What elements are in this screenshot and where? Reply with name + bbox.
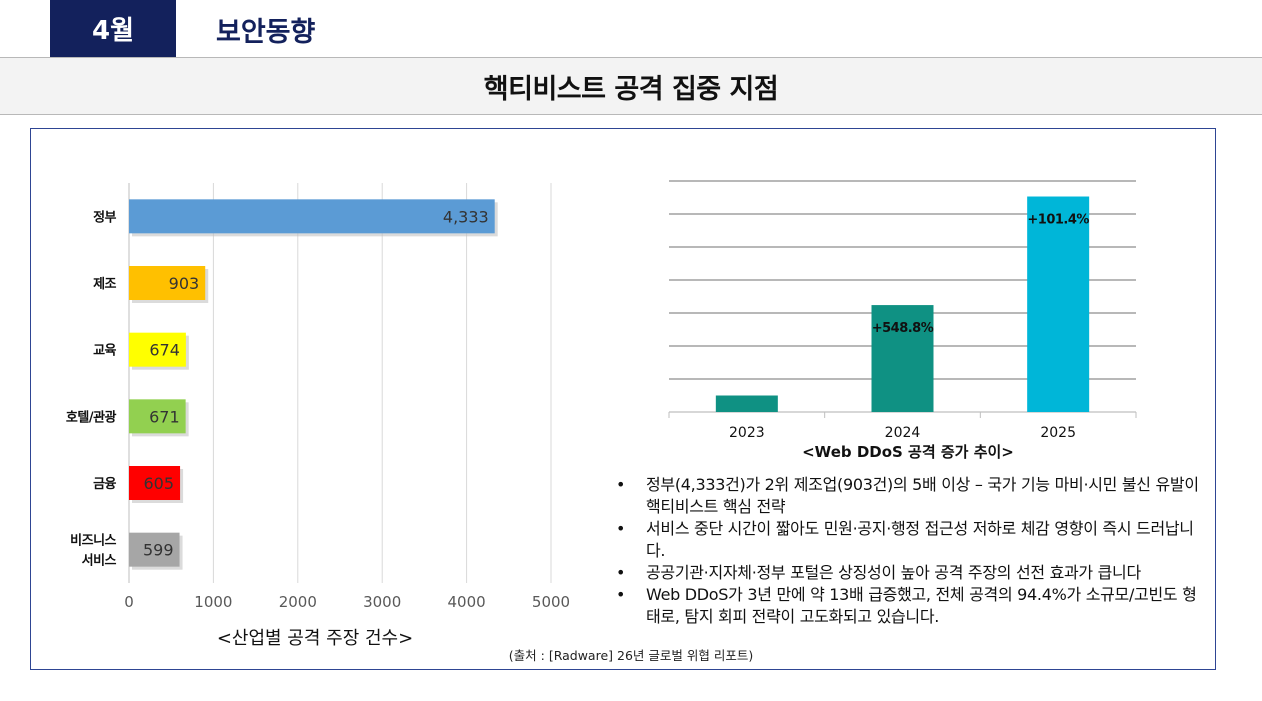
content-frame [30, 128, 1216, 670]
summary-bullets: 정부(4,333건)가 2위 제조업(903건)의 5배 이상 – 국가 기능 … [614, 474, 1210, 628]
bar-value-label: 671 [149, 407, 180, 426]
x-tick-label: 5000 [532, 593, 570, 611]
bar-value-label: 605 [144, 474, 175, 493]
x-tick-label: 4000 [448, 593, 486, 611]
bar-value-label: 4,333 [443, 207, 489, 226]
x-tick-label: 2023 [729, 425, 765, 441]
bar [129, 332, 186, 367]
column-bar [871, 305, 934, 412]
bar [129, 399, 186, 434]
x-tick-label: 3000 [363, 593, 401, 611]
bar [129, 199, 495, 234]
column-bar [1027, 196, 1090, 412]
bullet-item: 서비스 중단 시간이 짧아도 민원·공지·행정 접근성 저하로 체감 영향이 즉… [614, 518, 1210, 562]
category-label: 금융 [93, 476, 116, 492]
section-title: 보안동향 [216, 17, 316, 48]
bar-value-label: 903 [169, 274, 200, 293]
bar-value-label: 674 [149, 341, 180, 360]
category-label: 교육 [93, 343, 116, 359]
bar [129, 266, 206, 300]
growth-annotation: +548.8% [872, 321, 934, 336]
category-label: 정부 [93, 209, 116, 225]
month-badge: 4월 [50, 0, 176, 57]
x-tick-label: 2000 [279, 593, 317, 611]
column-bar [715, 395, 778, 412]
bullet-item: 공공기관·지자체·정부 포털은 상징성이 높아 공격 주장의 선전 효과가 큽니… [614, 562, 1210, 584]
ddos-chart-caption: <Web DDoS 공격 증가 추이> [802, 443, 1014, 461]
x-tick-label: 0 [124, 593, 134, 611]
category-label: 비즈니스 [70, 534, 116, 549]
category-label: 서비스 [82, 554, 117, 569]
source-note: (출처 : [Radware] 26년 글로벌 위협 리포트) [508, 648, 754, 663]
bar [129, 532, 180, 567]
bar [129, 466, 181, 500]
x-tick-label: 2024 [885, 425, 921, 441]
page-title: 핵티비스트 공격 집중 지점 [483, 73, 779, 105]
bullet-item: Web DDoS가 3년 만에 약 13배 급증했고, 전체 공격의 94.4%… [614, 584, 1210, 628]
x-tick-label: 1000 [194, 593, 232, 611]
title-band: 핵티비스트 공격 집중 지점 [0, 57, 1262, 115]
category-label: 호텔/관광 [66, 409, 117, 425]
bar-value-label: 599 [143, 541, 174, 560]
bullet-item: 정부(4,333건)가 2위 제조업(903건)의 5배 이상 – 국가 기능 … [614, 474, 1210, 518]
growth-annotation: +101.4% [1027, 213, 1089, 228]
industry-chart-caption: <산업별 공격 주장 건수> [216, 628, 414, 649]
x-tick-label: 2025 [1040, 425, 1076, 441]
category-label: 제조 [93, 277, 116, 292]
